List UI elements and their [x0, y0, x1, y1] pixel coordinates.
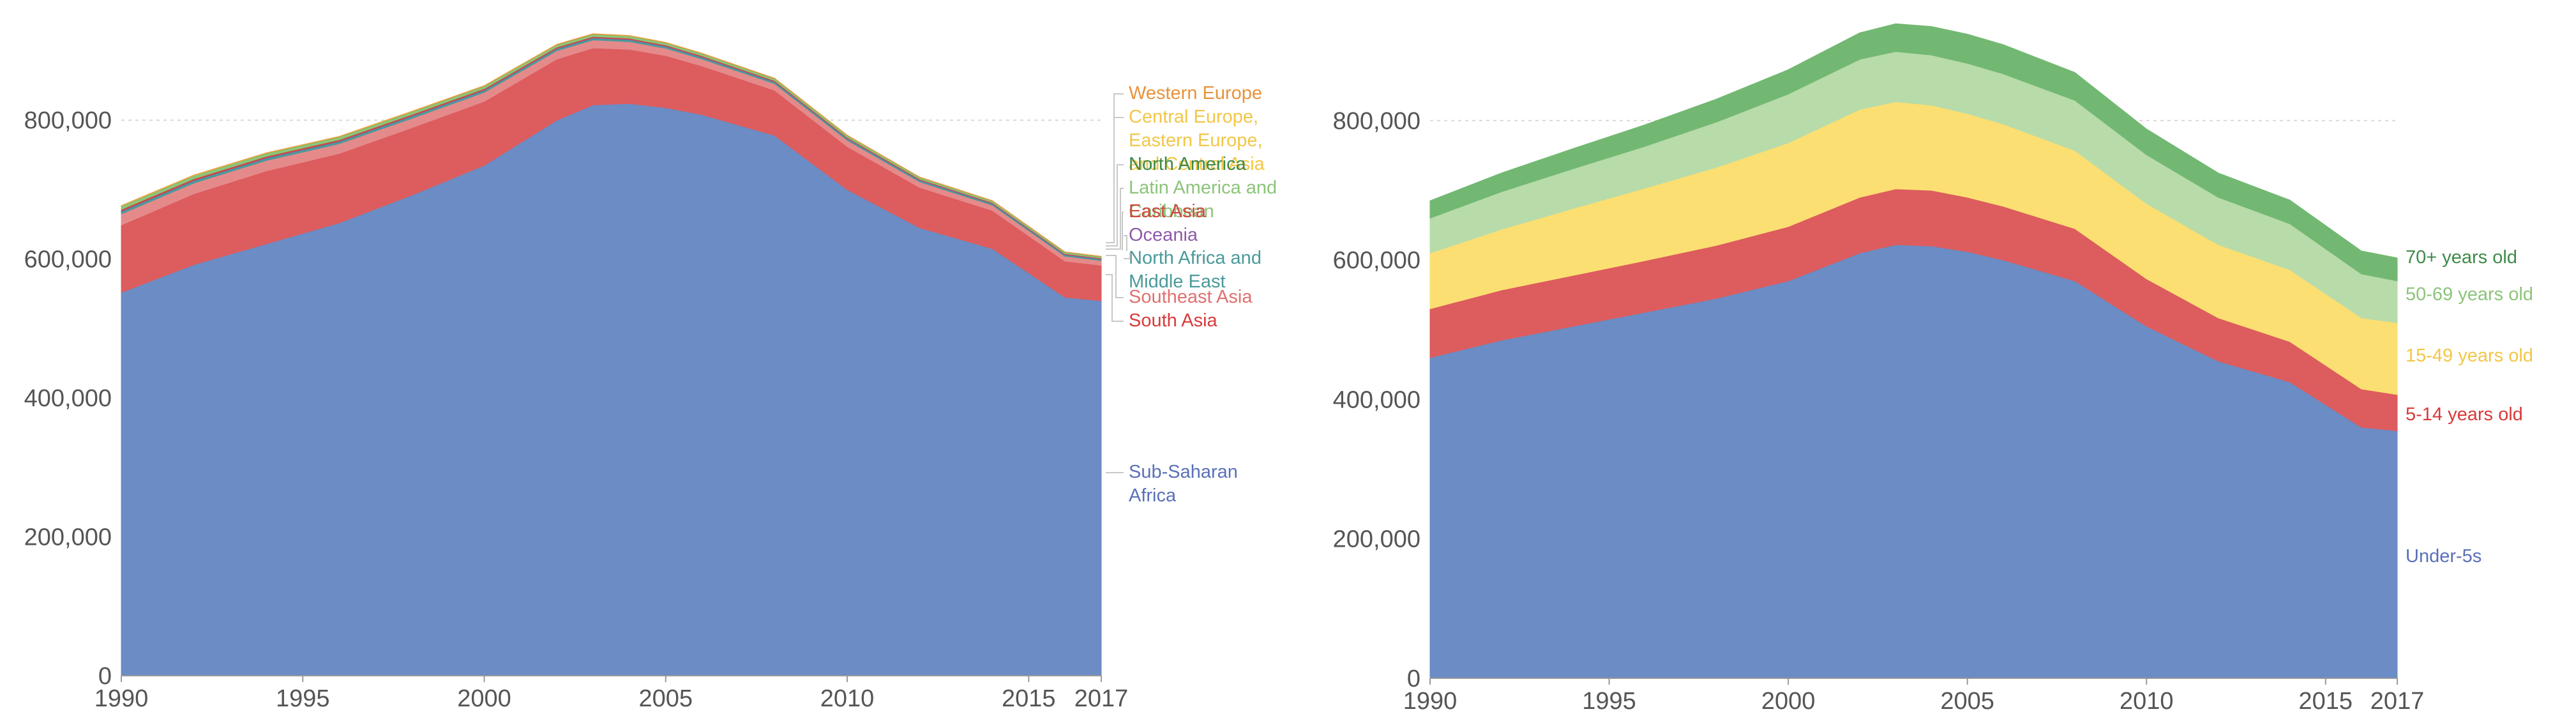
left-chart-legend-connector	[1106, 255, 1124, 298]
right-chart-x-tick-label: 2015	[2299, 688, 2353, 715]
right-chart-y-tick-label: 0	[1407, 666, 1420, 692]
right-chart-y-tick-label: 400,000	[1333, 386, 1420, 413]
left-chart-y-tick-label: 200,000	[24, 524, 112, 551]
right-chart-area-70-years-old	[1429, 23, 2398, 282]
left-chart-legend-connector	[1106, 274, 1124, 322]
left-chart-y-axis: 0 200,000 400,000 600,000 800,000	[24, 107, 112, 690]
left-chart-legend-connector	[1122, 211, 1124, 250]
left-chart-legend-label-north-america: North America	[1129, 154, 1247, 174]
right-chart-y-tick-label: 600,000	[1333, 247, 1420, 274]
right-chart-y-tick-label: 800,000	[1333, 108, 1420, 135]
left-chart-y-tick-label: 400,000	[24, 385, 112, 412]
right-chart-y-tick-label: 200,000	[1333, 526, 1420, 553]
right-chart-x-tick-label: 1995	[1582, 688, 1636, 715]
left-chart-legend-label-oceania: Oceania	[1129, 225, 1198, 245]
left-chart-legend-connector	[1106, 93, 1124, 243]
left-chart-y-tick-label: 600,000	[24, 247, 112, 273]
left-chart-legend-connector	[1124, 252, 1131, 259]
left-chart-x-tick-label: 2017	[1074, 685, 1129, 712]
right-chart-areas	[1429, 23, 2398, 679]
left-chart-legend-label-north-africa-and-middle-east: North Africa and Middle East	[1129, 248, 1262, 292]
right-chart-legend-label-15-49-years-old: 15-49 years old	[2406, 346, 2533, 366]
right-chart-x-tick-label: 2017	[2370, 688, 2425, 715]
left-chart-legend-label-latin-america-and-caribbean: Latin America and Caribbean	[1129, 178, 1277, 222]
left-chart-legend-label-central-europe-eastern-europe-and-central-asia: Central Europe, Eastern Europe, and Centra…	[1129, 107, 1265, 174]
left-chart-y-tick-label: 800,000	[24, 107, 112, 134]
left-chart-x-tick-label: 2000	[457, 685, 511, 712]
left-chart-legend-connector	[1124, 235, 1127, 251]
left-chart-x-tick-label: 2015	[1002, 685, 1056, 712]
left-chart-x-axis: 1990 1995 2000 2005 2010 2015 2017	[94, 676, 1129, 712]
left-chart-legend-label-sub-saharan-africa: Sub-Saharan Africa	[1129, 462, 1238, 506]
right-chart-x-axis: 1990 1995 2000 2005 2010 2015 2017	[1403, 678, 2425, 715]
right-chart-legend-label-70-years-old: 70+ years old	[2406, 247, 2517, 268]
chart-right-svg: 0 200,000 400,000 600,000 800,000 1990 1995 200…	[1333, 23, 2533, 715]
right-chart-legend-label-50-69-years-old: 50-69 years old	[2406, 284, 2533, 305]
right-chart-y-axis: 0 200,000 400,000 600,000 800,000	[1333, 108, 1420, 692]
left-chart-legend-connector	[1106, 188, 1124, 250]
right-chart-x-tick-label: 2010	[2120, 688, 2174, 715]
left-chart-legend-label-western-europe: Western Europe	[1129, 83, 1262, 103]
left-chart-areas	[121, 33, 1102, 676]
left-chart-x-tick-label: 1990	[94, 685, 149, 712]
chart-malaria-deaths-by-age: 0 200,000 400,000 600,000 800,000 1990 1995 200…	[1315, 0, 2576, 723]
left-chart-area-western-europe	[121, 33, 1102, 257]
left-chart-x-tick-label: 2005	[639, 685, 693, 712]
right-chart-legend-label-under-5s: Under-5s	[2406, 546, 2482, 567]
right-chart-legend-label-5-14-years-old: 5-14 years old	[2406, 404, 2523, 425]
left-chart-legend-label-east-asia: East Asia	[1129, 201, 1207, 222]
right-chart-x-tick-label: 1990	[1403, 688, 1457, 715]
chart-malaria-deaths-by-region: 0 200,000 400,000 600,000 800,000 1990 1995 200…	[24, 33, 1277, 712]
left-chart-legend-label-southeast-asia: Southeast Asia	[1129, 287, 1253, 307]
right-chart-legend: 70+ years old 50-69 years old 15-49 years …	[2406, 247, 2533, 567]
left-chart-legend-connector	[1106, 164, 1124, 247]
left-chart-legend: Western Europe Central Europe, Eastern Eur…	[1106, 83, 1277, 506]
right-chart-x-tick-label: 2000	[1761, 688, 1816, 715]
right-chart-x-tick-label: 2005	[1940, 688, 1994, 715]
chart-left-svg: 0 200,000 400,000 600,000 800,000 1990 1995 200…	[24, 33, 1277, 712]
left-chart-x-tick-label: 2010	[820, 685, 875, 712]
left-chart-y-tick-label: 0	[98, 663, 112, 690]
left-chart-x-tick-label: 1995	[276, 685, 330, 712]
left-chart-legend-label-south-asia: South Asia	[1129, 310, 1218, 331]
